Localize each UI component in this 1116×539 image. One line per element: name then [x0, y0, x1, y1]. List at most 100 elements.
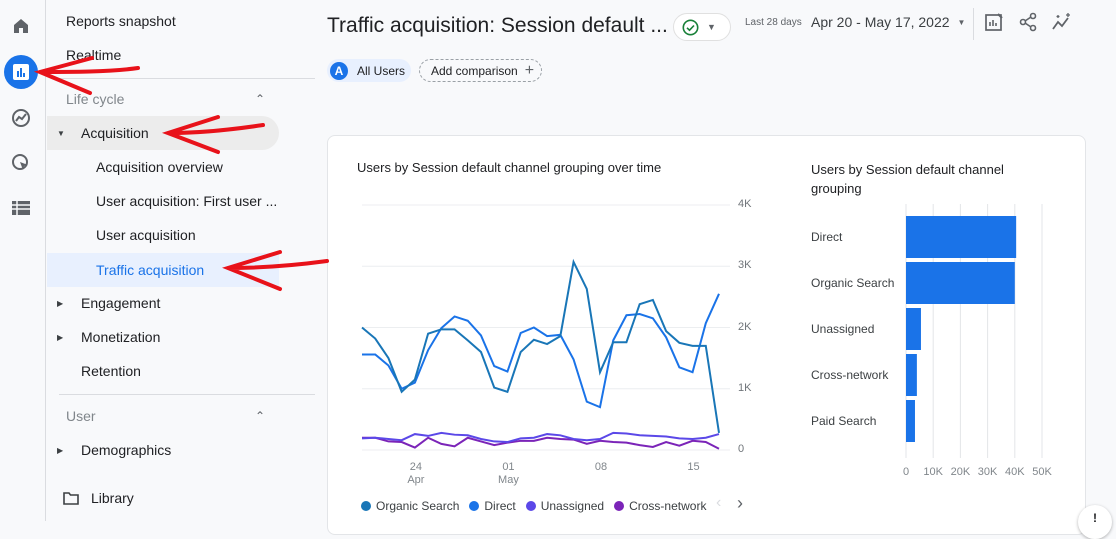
x-tick-label: 15 — [687, 461, 700, 473]
nav-label: Monetization — [81, 329, 161, 345]
series-line-cross-network — [362, 436, 720, 450]
x-tick-label: 50K — [1032, 466, 1052, 478]
y-tick-label: 1K — [738, 381, 752, 394]
advertising-icon[interactable] — [7, 149, 35, 177]
segment-chip-all-users[interactable]: A All Users — [327, 59, 411, 82]
bar-direct — [906, 216, 1017, 258]
report-status-button[interactable]: ▼ — [673, 13, 731, 41]
configure-icon[interactable] — [7, 194, 35, 222]
legend-label: Unassigned — [540, 499, 605, 513]
series-line-unassigned — [361, 431, 720, 444]
legend: Organic Search Direct Unassigned Cross-netw… — [361, 499, 716, 513]
line-chart — [361, 204, 730, 451]
caret-down-icon: ▼ — [957, 17, 966, 27]
caret-down-icon: ▼ — [57, 128, 65, 138]
bar-category-label: Organic Search — [811, 276, 895, 290]
toolbar-divider — [973, 8, 974, 40]
date-range-value: Apr 20 - May 17, 2022 — [811, 14, 950, 30]
nav-reports-snapshot[interactable]: Reports snapshot — [66, 13, 176, 29]
y-tick-label: 4K — [738, 198, 752, 210]
bar-category-label: Direct — [811, 230, 843, 244]
y-tick-label: 2K — [738, 320, 752, 333]
bar-chart — [905, 204, 1043, 458]
explore-icon[interactable] — [7, 104, 35, 132]
y-tick-label: 0 — [738, 443, 745, 455]
x-tick-month: Apr — [407, 474, 425, 486]
page-title: Traffic acquisition: Session default ... — [327, 14, 668, 37]
x-tick-label: 08 — [594, 461, 608, 473]
x-tick-label: 20K — [950, 466, 971, 478]
legend-item[interactable]: Direct — [469, 499, 516, 513]
legend-dot — [469, 501, 480, 511]
bar-category-label: Paid Search — [811, 414, 877, 428]
x-tick-label: 24 — [409, 461, 422, 473]
section-life-cycle[interactable]: Life cycle ⌃ — [47, 82, 279, 116]
feedback-button[interactable]: ! — [1078, 505, 1112, 539]
y-tick-label: 3K — [738, 259, 752, 272]
nav-label: Engagement — [81, 295, 161, 311]
bar-category-label: Unassigned — [811, 322, 875, 336]
x-tick-label: 01 — [502, 461, 515, 473]
legend-next-icon[interactable]: › — [737, 493, 743, 513]
add-comparison-label: Add comparison — [431, 63, 518, 78]
customize-report-icon[interactable] — [984, 12, 1004, 32]
legend-item[interactable]: Unassigned — [525, 499, 605, 513]
bar-paid-search — [906, 400, 915, 442]
insights-icon[interactable] — [1051, 12, 1073, 32]
legend-prev-icon[interactable]: ‹ — [716, 494, 722, 511]
nav-library[interactable]: Library — [47, 481, 279, 515]
bar-category-label: Cross-network — [811, 368, 889, 382]
legend-dot — [525, 501, 536, 511]
series-line-direct — [362, 293, 720, 409]
x-tick-label: 40K — [1005, 466, 1025, 478]
series-line-organic-search — [361, 258, 720, 434]
nav-label: Library — [91, 490, 134, 506]
date-range-label: Last 28 days — [745, 17, 802, 28]
add-comparison-button[interactable]: Add comparison + — [419, 59, 542, 82]
nav-label: Demographics — [81, 442, 172, 458]
legend-item[interactable]: Cross-network — [614, 499, 706, 513]
nav-demographics[interactable]: ▶ Demographics — [47, 433, 279, 467]
nav-engagement[interactable]: ▶ Engagement — [47, 286, 279, 320]
x-tick-label: 0 — [902, 466, 910, 478]
nav-user-acquisition[interactable]: User acquisition — [96, 227, 196, 243]
folder-icon — [63, 491, 79, 505]
segment-label: All Users — [357, 63, 406, 78]
chevron-up-icon: ⌃ — [254, 409, 265, 423]
legend-dot — [614, 501, 625, 511]
legend-item[interactable]: Organic Search — [361, 499, 459, 513]
reports-icon[interactable] — [4, 55, 38, 89]
section-user[interactable]: User ⌃ — [47, 399, 279, 433]
section-label: User — [66, 408, 96, 424]
legend-label: Cross-network — [629, 499, 707, 513]
plus-icon: + — [524, 61, 535, 79]
bar-organic-search — [906, 262, 1015, 304]
x-tick-month: May — [498, 474, 519, 486]
bar-unassigned — [906, 308, 921, 350]
caret-right-icon: ▶ — [57, 445, 64, 455]
nav-retention[interactable]: Retention — [81, 363, 141, 379]
nav-user-acquisition-first-user[interactable]: User acquisition: First user ... — [96, 193, 278, 209]
chart-card — [327, 135, 1086, 535]
caret-down-icon: ▼ — [707, 22, 716, 32]
x-tick-label: 30K — [977, 466, 998, 478]
nav-monetization[interactable]: ▶ Monetization — [47, 320, 279, 354]
line-chart-title: Users by Session default channel groupin… — [357, 160, 662, 175]
legend-label: Direct — [484, 499, 516, 513]
home-icon[interactable] — [7, 12, 35, 40]
chevron-up-icon: ⌃ — [254, 92, 265, 106]
nav-acquisition-overview[interactable]: Acquisition overview — [96, 159, 223, 175]
bar-cross-network — [906, 354, 917, 396]
legend-label: Organic Search — [376, 499, 460, 513]
section-label: Life cycle — [66, 91, 125, 107]
share-icon[interactable] — [1018, 12, 1038, 32]
check-circle-icon — [682, 19, 699, 35]
nav-label: Acquisition — [81, 125, 149, 141]
segment-badge: A — [330, 61, 348, 80]
x-tick-label: 10K — [923, 466, 943, 478]
caret-right-icon: ▶ — [57, 332, 64, 342]
date-range-picker[interactable]: Apr 20 - May 17, 2022 ▼ — [811, 14, 965, 30]
bar-chart-title: Users by Session default channel groupin… — [811, 162, 1004, 196]
caret-right-icon: ▶ — [57, 298, 64, 308]
legend-dot — [361, 501, 371, 511]
